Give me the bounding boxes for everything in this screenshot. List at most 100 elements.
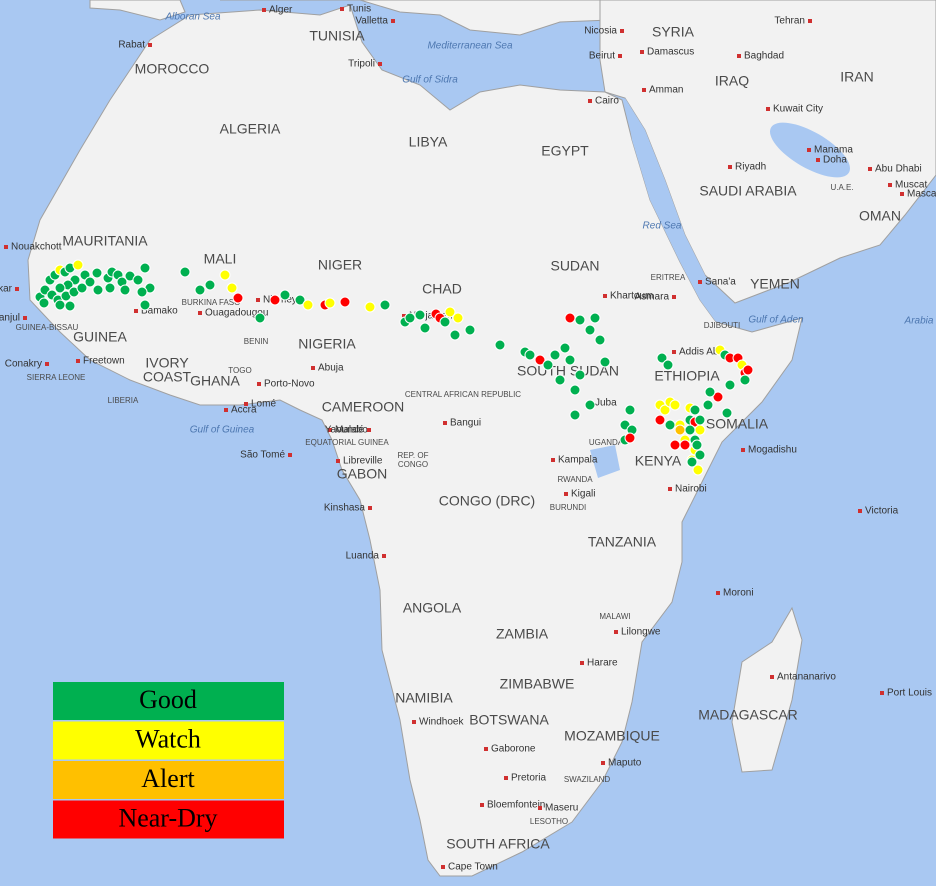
city-marker	[23, 316, 27, 320]
water-label: Alboran Sea	[164, 12, 220, 23]
status-dot	[554, 374, 566, 386]
city-marker	[858, 509, 862, 513]
city-label: Mogadishu	[748, 445, 797, 456]
status-dot	[219, 269, 231, 281]
country-label: BOTSWANA	[469, 712, 549, 728]
status-dot	[654, 414, 666, 426]
status-dot	[136, 286, 148, 298]
city-label: Damascus	[647, 47, 694, 58]
city-label: Baghdad	[744, 51, 784, 62]
city-label: Asmara	[635, 292, 670, 303]
city-marker	[198, 311, 202, 315]
city-label: Rabat	[118, 40, 145, 51]
country-label: EGYPT	[541, 143, 589, 159]
city-label: Beirut	[589, 51, 615, 62]
city-label: Kigali	[571, 489, 595, 500]
city-label: Abu Dhabi	[875, 164, 922, 175]
status-dot	[669, 439, 681, 451]
city-marker	[551, 458, 555, 462]
city-marker	[311, 366, 315, 370]
city-label: Bamako	[141, 306, 178, 317]
city-marker	[580, 661, 584, 665]
country-label: ALGERIA	[220, 121, 281, 137]
country-label: MAURITANIA	[62, 233, 148, 249]
city-marker	[603, 294, 607, 298]
city-marker	[728, 165, 732, 169]
status-dot	[439, 316, 451, 328]
country-label: GUINEA-BISSAU	[16, 323, 79, 332]
country-label: CENTRAL AFRICAN REPUBLIC	[405, 390, 521, 399]
city-label: Windhoek	[419, 717, 464, 728]
city-label: Doha	[823, 155, 847, 166]
city-label: Tunis	[347, 4, 371, 15]
status-dot	[669, 399, 681, 411]
city-marker	[340, 7, 344, 11]
legend-swatch	[53, 761, 284, 799]
status-dot	[84, 276, 96, 288]
city-label: Alger	[269, 5, 293, 16]
middle-east	[599, 0, 936, 304]
country-label: LESOTHO	[530, 817, 568, 826]
city-label: Harare	[587, 658, 618, 669]
status-dot	[54, 282, 66, 294]
city-label: Freetown	[83, 356, 125, 367]
city-marker	[256, 298, 260, 302]
country-label: SYRIA	[652, 24, 695, 40]
city-label: Juba	[595, 398, 617, 409]
status-dot	[64, 300, 76, 312]
city-marker	[368, 506, 372, 510]
status-dot	[742, 364, 754, 376]
city-marker	[402, 314, 406, 318]
status-dot	[72, 259, 84, 271]
city-label: Nicosia	[584, 26, 617, 37]
status-dot	[324, 297, 336, 309]
city-label: Kuwait City	[773, 104, 823, 115]
city-marker	[257, 382, 261, 386]
status-dot	[279, 289, 291, 301]
city-marker	[868, 167, 872, 171]
country-label: SOUTH AFRICA	[446, 836, 550, 852]
city-marker	[367, 428, 371, 432]
city-marker	[134, 309, 138, 313]
legend-swatch	[53, 682, 284, 720]
status-dot	[569, 409, 581, 421]
country-label: GABON	[337, 466, 388, 482]
country-label: SWAZILAND	[564, 775, 611, 784]
status-dot	[694, 414, 706, 426]
status-dot	[534, 354, 546, 366]
city-label: Kampala	[558, 455, 598, 466]
status-dot	[452, 312, 464, 324]
city-label: Muscat	[895, 180, 927, 191]
city-marker	[588, 99, 592, 103]
status-dot	[91, 267, 103, 279]
status-dot	[656, 352, 668, 364]
country-label: TOGO	[228, 366, 251, 375]
city-marker	[336, 459, 340, 463]
status-dot	[659, 404, 671, 416]
city-label: Khartoum	[610, 291, 653, 302]
country-label: ZAMBIA	[496, 626, 549, 642]
country-label: LIBYA	[409, 134, 448, 150]
africa	[27, 4, 803, 877]
city-label: Valletta	[355, 16, 388, 27]
status-dot	[569, 384, 581, 396]
city-marker	[888, 183, 892, 187]
status-dot	[691, 439, 703, 451]
city-marker	[328, 428, 332, 432]
status-dot	[232, 292, 244, 304]
status-dot	[724, 379, 736, 391]
city-marker	[618, 54, 622, 58]
city-marker	[672, 295, 676, 299]
city-marker	[880, 691, 884, 695]
city-marker	[443, 421, 447, 425]
country-label: U.A.E.	[830, 183, 853, 192]
legend-label: Near-Dry	[118, 803, 217, 832]
country-label: EQUATORIAL GUINEA	[305, 438, 389, 447]
legend-label: Watch	[135, 724, 201, 753]
city-marker	[900, 192, 904, 196]
city-label: Tehran	[774, 16, 805, 27]
country-label: ZIMBABWE	[500, 676, 575, 692]
status-dot	[684, 424, 696, 436]
status-dot	[226, 282, 238, 294]
